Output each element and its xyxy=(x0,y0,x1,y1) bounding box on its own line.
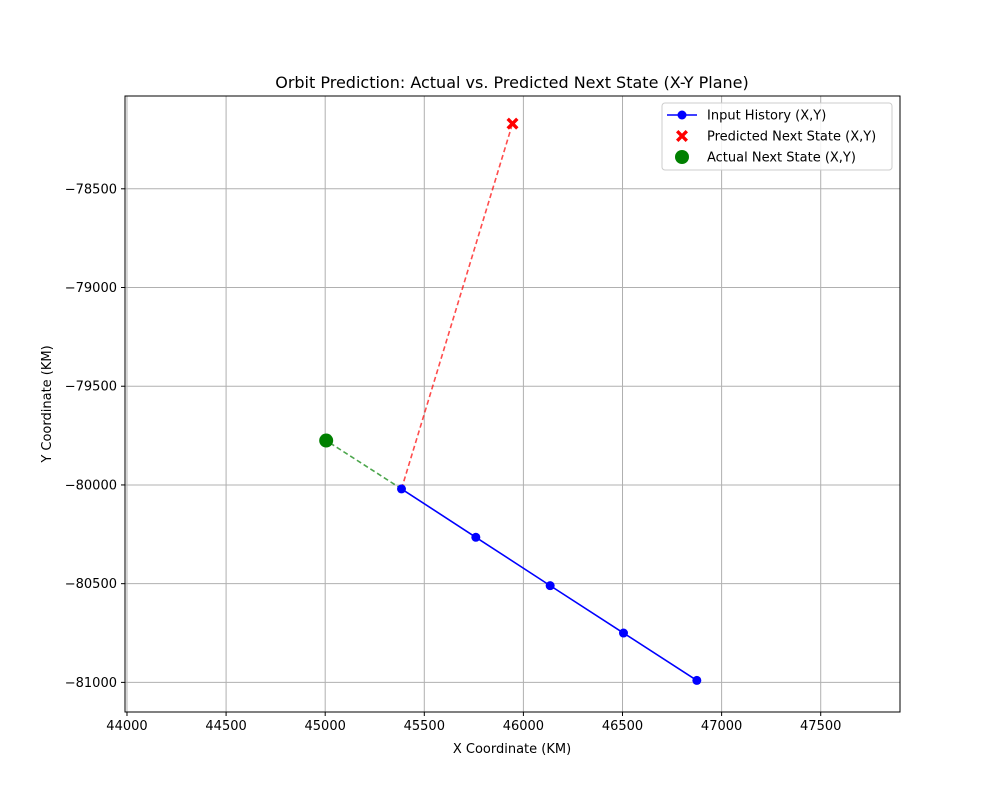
data-point xyxy=(618,628,628,638)
series-circle-large xyxy=(319,433,334,448)
data-point xyxy=(397,484,407,494)
legend-entry: Actual Next State (X,Y) xyxy=(675,150,856,166)
connectors xyxy=(325,123,514,490)
y-ticks: −78500 −79000 −79500 −80000 −80500 −81000 xyxy=(65,182,125,691)
y-tick-label: −79500 xyxy=(65,380,117,395)
x-tick-label: 47000 xyxy=(701,719,742,734)
x-axis-label: X Coordinate (KM) xyxy=(453,742,571,757)
x-tick-label: 44500 xyxy=(205,719,246,734)
legend-entry: Predicted Next State (X,Y) xyxy=(676,130,876,145)
y-tick-label: −79000 xyxy=(65,281,117,296)
legend-label: Input History (X,Y) xyxy=(707,109,826,124)
legend-box xyxy=(661,102,893,171)
y-tick-label: −80500 xyxy=(65,577,117,592)
y-tick-label: −81000 xyxy=(65,676,117,691)
x-tick-label: 46000 xyxy=(503,719,544,734)
x-tick-label: 47500 xyxy=(800,719,841,734)
legend-marker xyxy=(677,110,687,120)
x-tick-label: 44000 xyxy=(106,719,147,734)
data-point xyxy=(545,581,555,591)
y-tick-label: −80000 xyxy=(65,478,117,493)
grid xyxy=(125,96,900,712)
chart-title: Orbit Prediction: Actual vs. Predicted N… xyxy=(275,73,749,92)
legend-entry: Input History (X,Y) xyxy=(667,109,826,124)
x-tick-label: 46500 xyxy=(602,719,643,734)
connector-line xyxy=(400,123,514,490)
legend-label: Predicted Next State (X,Y) xyxy=(707,130,876,145)
x-ticks: 44000 44500 45000 45500 46000 46500 47000 47500 xyxy=(106,712,841,734)
y-tick-label: −78500 xyxy=(65,182,117,197)
series xyxy=(319,117,702,685)
legend: Input History (X,Y) Predicted Next State … xyxy=(661,102,893,171)
plot-frame xyxy=(124,95,901,713)
legend-marker xyxy=(676,130,688,142)
legend-label: Actual Next State (X,Y) xyxy=(707,151,856,166)
x-tick-label: 45000 xyxy=(305,719,346,734)
data-point xyxy=(319,433,334,448)
data-point xyxy=(471,532,481,542)
connector-line xyxy=(325,439,402,490)
y-axis-label: Y Coordinate (KM) xyxy=(40,345,55,463)
x-tick-label: 45500 xyxy=(404,719,445,734)
series-circle xyxy=(397,484,702,685)
legend-marker xyxy=(675,150,689,164)
data-point xyxy=(692,675,702,685)
series-X xyxy=(506,117,519,130)
data-point xyxy=(506,117,519,130)
